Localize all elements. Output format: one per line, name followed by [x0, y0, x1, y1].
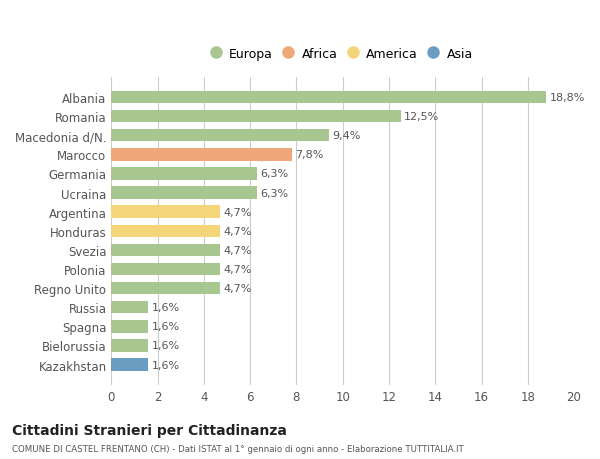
- Bar: [112, 263, 220, 275]
- Bar: [112, 302, 148, 314]
- Text: 4,7%: 4,7%: [224, 264, 252, 274]
- Text: 1,6%: 1,6%: [152, 322, 180, 331]
- Bar: [112, 187, 257, 199]
- Bar: [112, 206, 220, 218]
- Text: COMUNE DI CASTEL FRENTANO (CH) - Dati ISTAT al 1° gennaio di ogni anno - Elabora: COMUNE DI CASTEL FRENTANO (CH) - Dati IS…: [12, 444, 464, 453]
- Bar: [112, 225, 220, 237]
- Bar: [112, 340, 148, 352]
- Bar: [112, 168, 257, 180]
- Text: 4,7%: 4,7%: [224, 226, 252, 236]
- Text: 1,6%: 1,6%: [152, 302, 180, 313]
- Text: 4,7%: 4,7%: [224, 284, 252, 293]
- Bar: [112, 358, 148, 371]
- Text: 7,8%: 7,8%: [295, 150, 323, 160]
- Text: 4,7%: 4,7%: [224, 207, 252, 217]
- Text: 1,6%: 1,6%: [152, 341, 180, 351]
- Legend: Europa, Africa, America, Asia: Europa, Africa, America, Asia: [209, 44, 476, 64]
- Text: Cittadini Stranieri per Cittadinanza: Cittadini Stranieri per Cittadinanza: [12, 423, 287, 437]
- Bar: [112, 282, 220, 295]
- Bar: [112, 130, 329, 142]
- Text: 12,5%: 12,5%: [404, 112, 439, 122]
- Text: 4,7%: 4,7%: [224, 246, 252, 255]
- Text: 6,3%: 6,3%: [260, 169, 289, 179]
- Text: 6,3%: 6,3%: [260, 188, 289, 198]
- Bar: [112, 149, 292, 161]
- Text: 9,4%: 9,4%: [332, 131, 361, 141]
- Text: 1,6%: 1,6%: [152, 360, 180, 370]
- Text: 18,8%: 18,8%: [550, 93, 585, 103]
- Bar: [112, 244, 220, 257]
- Bar: [112, 111, 401, 123]
- Bar: [112, 92, 546, 104]
- Bar: [112, 320, 148, 333]
